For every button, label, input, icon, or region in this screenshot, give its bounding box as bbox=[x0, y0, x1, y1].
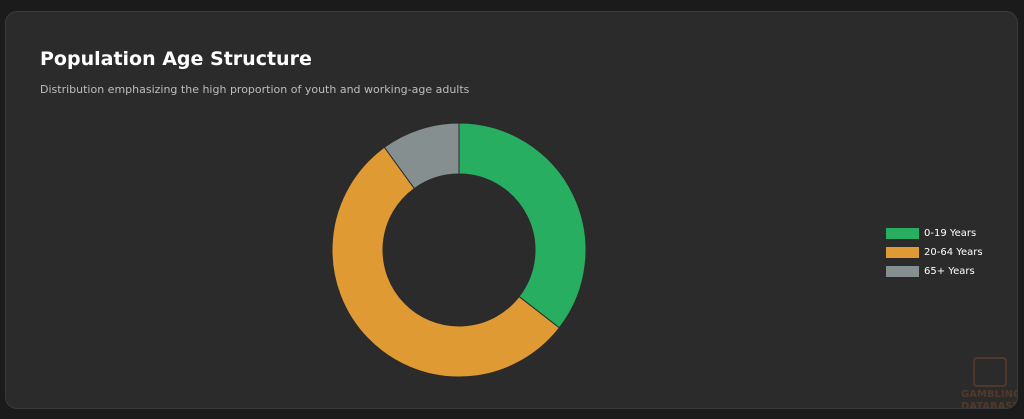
watermark-icon bbox=[973, 357, 1007, 387]
legend-item[interactable]: 0-19 Years bbox=[886, 224, 983, 243]
chart-legend: 0-19 Years 20-64 Years 65+ Years bbox=[886, 224, 983, 281]
donut-chart bbox=[331, 122, 587, 378]
legend-swatch bbox=[886, 266, 919, 277]
legend-label: 20-64 Years bbox=[924, 247, 983, 258]
legend-label: 65+ Years bbox=[924, 266, 975, 277]
legend-label: 0-19 Years bbox=[924, 228, 977, 239]
legend-swatch bbox=[886, 247, 919, 258]
watermark-line-2: DATABASES bbox=[961, 401, 1017, 409]
donut-slice-3[interactable] bbox=[383, 122, 460, 190]
legend-item[interactable]: 65+ Years bbox=[886, 262, 983, 281]
watermark-logo: GAMBLING DATABASES bbox=[961, 357, 1018, 409]
donut-slice-1[interactable] bbox=[458, 122, 587, 329]
legend-item[interactable]: 20-64 Years bbox=[886, 243, 983, 262]
chart-subtitle: Distribution emphasizing the high propor… bbox=[40, 83, 470, 96]
chart-card: Population Age Structure Distribution em… bbox=[5, 11, 1018, 409]
watermark-line-1: GAMBLING bbox=[961, 389, 1018, 400]
legend-swatch bbox=[886, 228, 919, 239]
donut-slice-2[interactable] bbox=[331, 146, 561, 378]
chart-title: Population Age Structure bbox=[40, 48, 312, 70]
